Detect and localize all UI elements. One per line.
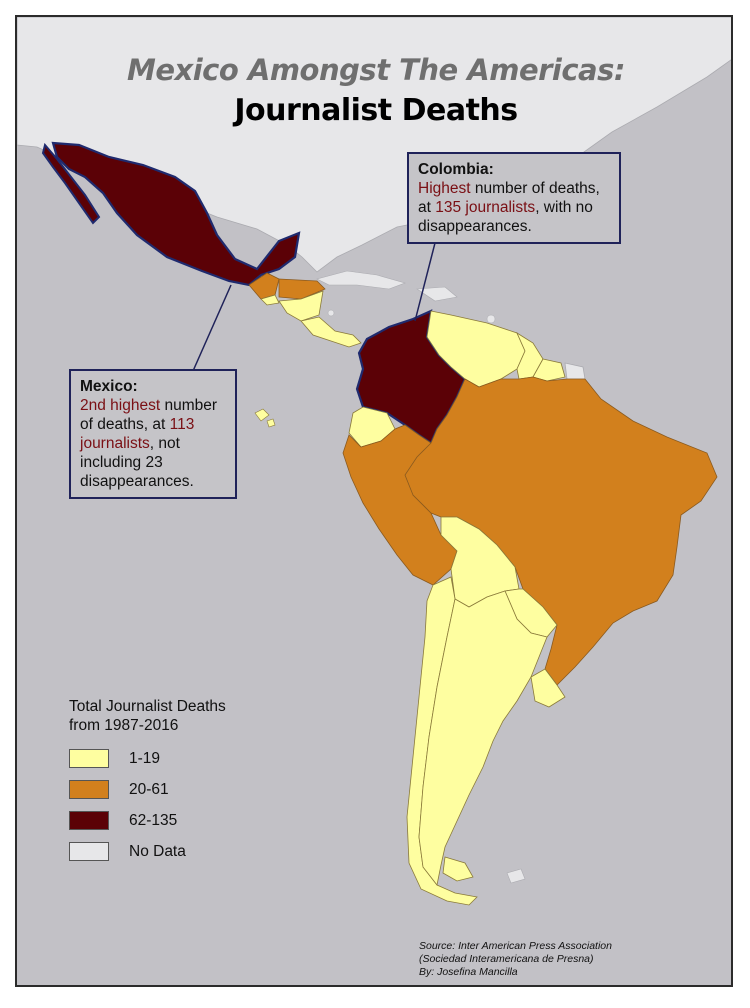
region-uruguay <box>530 668 566 708</box>
region-el-salvador <box>260 294 280 306</box>
colombia-callout: Colombia: Highest number of deaths, at 1… <box>407 152 621 244</box>
region-tierra-del-fuego <box>442 856 474 882</box>
colombia-callout-heading: Colombia: <box>418 161 494 178</box>
region-mexico <box>51 141 301 287</box>
region-honduras <box>278 278 326 300</box>
mexico-highlight-count: 113 journalists <box>80 416 195 452</box>
colombia-highlight-count: 135 journalists <box>435 199 536 216</box>
region-hispaniola <box>416 286 458 302</box>
region-guatemala <box>248 272 280 300</box>
legend-label: 1-19 <box>129 749 161 767</box>
legend-item: No Data <box>69 836 269 867</box>
region-galapagos <box>254 408 276 428</box>
legend-swatch <box>69 811 109 830</box>
mexico-callout-text: 2nd highest number of deaths, at 113 jou… <box>80 396 226 491</box>
colombia-highlight-rank: Highest <box>418 180 471 197</box>
legend-label: No Data <box>129 842 186 860</box>
region-nicaragua <box>278 290 324 322</box>
legend-label: 62-135 <box>129 811 178 829</box>
legend-label: 20-61 <box>129 780 169 798</box>
author-line: By: Josefina Mancilla <box>419 966 518 978</box>
region-suriname <box>532 358 566 382</box>
region-brazil <box>404 376 718 686</box>
mexico-callout: Mexico: 2nd highest number of deaths, at… <box>69 369 237 499</box>
map-frame: Mexico Amongst The Americas: Journalist … <box>15 15 733 987</box>
source-line: (Sociedad Interamericana de Presna) <box>419 953 594 965</box>
region-costa-rica-panama <box>300 316 362 348</box>
legend-swatch <box>69 780 109 799</box>
legend-title: Total Journalist Deaths from 1987-2016 <box>69 698 226 734</box>
legend-item: 1-19 <box>69 743 269 774</box>
region-island <box>327 309 335 317</box>
source-credit: Source: Inter American Press Association… <box>419 940 719 979</box>
colombia-text-end: , with no disappearances. <box>418 199 593 235</box>
legend-swatch <box>69 749 109 768</box>
region-baja <box>41 142 101 225</box>
map-title-line2: Journalist Deaths <box>234 93 518 128</box>
legend-item: 20-61 <box>69 774 269 805</box>
legend: Total Journalist Deaths from 1987-2016 1… <box>69 697 269 867</box>
mexico-leader-line <box>192 284 232 372</box>
region-argentina <box>418 590 548 886</box>
colombia-text-mid: number of deaths, at <box>418 180 600 216</box>
colombia-leader-line <box>414 242 436 322</box>
source-line: Source: Inter American Press Association <box>419 940 612 952</box>
mexico-highlight-rank: 2nd highest <box>80 397 161 414</box>
colombia-callout-text: Highest number of deaths, at 135 journal… <box>418 179 610 236</box>
region-cuba <box>316 270 406 290</box>
region-island <box>486 314 496 324</box>
mexico-callout-heading: Mexico: <box>80 378 138 395</box>
map-title-line1: Mexico Amongst The Americas: <box>127 53 625 87</box>
mexico-text-end: , not including 23 disappearances. <box>80 435 194 490</box>
legend-item: 62-135 <box>69 805 269 836</box>
legend-swatch <box>69 842 109 861</box>
mexico-text-mid: number of deaths, at <box>80 397 218 433</box>
region-falklands <box>506 868 526 884</box>
